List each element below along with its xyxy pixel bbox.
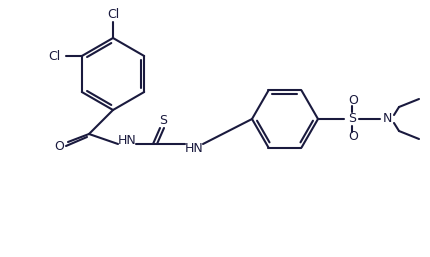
Text: N: N — [381, 113, 391, 125]
Text: HN: HN — [117, 133, 136, 146]
Text: HN: HN — [184, 142, 203, 154]
Text: O: O — [347, 131, 357, 143]
Text: Cl: Cl — [49, 50, 61, 62]
Text: S: S — [159, 114, 166, 126]
Text: O: O — [54, 140, 64, 152]
Text: S: S — [347, 113, 355, 125]
Text: O: O — [347, 95, 357, 107]
Text: Cl: Cl — [107, 7, 119, 21]
